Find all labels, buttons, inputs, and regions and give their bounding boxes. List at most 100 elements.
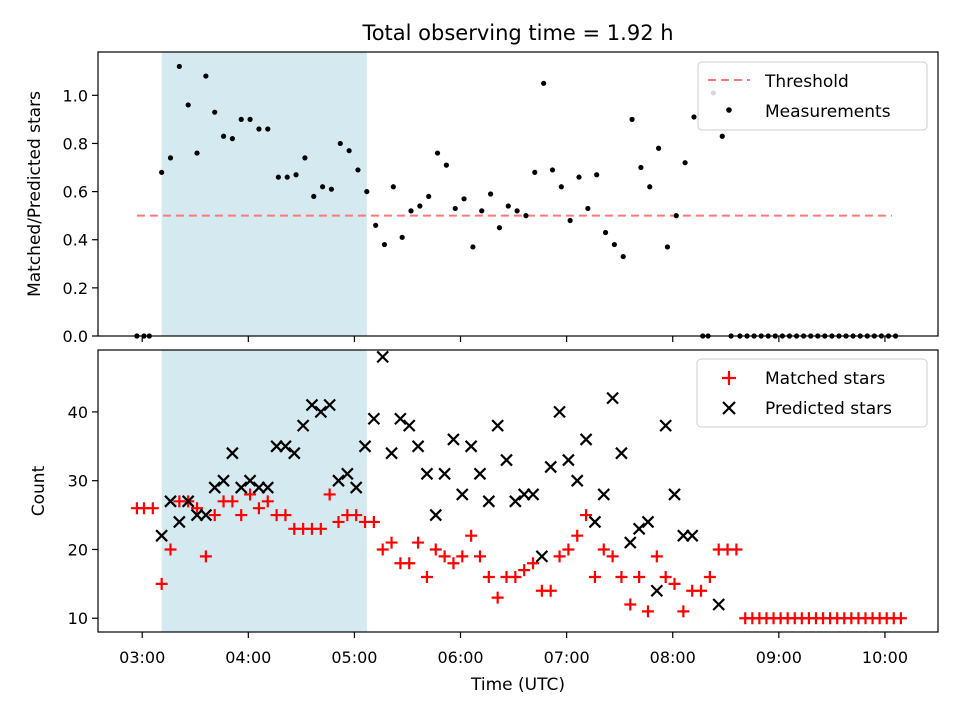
- matched-point: [633, 570, 646, 583]
- bottom-panel-x-axis: 03:00 04:00 05:00 06:00 07:00 08:00 09:00 10:00: [119, 632, 908, 667]
- bottom-legend-matched-swatch: [722, 371, 736, 385]
- predicted-point: [164, 495, 177, 508]
- measurement-point: [487, 191, 494, 197]
- measurement-point: [275, 174, 281, 180]
- top-panel-y-axis-label: Matched/Predicted stars: [25, 91, 45, 297]
- bottom-y-tick-label: 30: [68, 472, 88, 491]
- matched-point: [580, 509, 593, 522]
- matched-point: [314, 522, 327, 535]
- bottom-panel-y-axis-label: Count: [29, 465, 49, 516]
- measurement-point: [373, 222, 379, 228]
- top-y-tick-label: 0.4: [63, 231, 88, 250]
- predicted-point: [243, 474, 257, 487]
- measurement-point: [337, 140, 343, 147]
- predicted-point: [226, 446, 239, 460]
- predicted-point: [650, 584, 664, 598]
- measurement-point: [443, 162, 449, 168]
- measurement-point: [647, 184, 653, 190]
- predicted-point: [659, 419, 672, 432]
- matched-point: [527, 557, 540, 570]
- matched-point: [367, 515, 380, 528]
- bottom-panel-y-axis: 10 20 30 40: [68, 403, 98, 628]
- measurement-point: [229, 136, 235, 142]
- measurement-point: [185, 102, 191, 108]
- matched-point: [191, 502, 204, 515]
- matched-point: [226, 495, 239, 508]
- measurement-point: [638, 164, 644, 171]
- matched-point: [447, 557, 460, 570]
- predicted-point: [279, 440, 292, 453]
- predicted-point: [199, 508, 213, 522]
- measurement-point: [284, 174, 290, 180]
- predicted-point: [447, 433, 460, 446]
- measurement-point: [452, 205, 458, 212]
- measurement-point: [159, 169, 165, 175]
- top-legend-threshold-label: Threshold: [764, 72, 849, 92]
- predicted-point: [341, 467, 354, 481]
- predicted-point: [500, 453, 513, 467]
- predicted-point: [438, 467, 451, 481]
- predicted-point: [358, 440, 372, 453]
- matched-point: [624, 598, 637, 611]
- matched-point: [332, 515, 345, 528]
- predicted-point: [482, 495, 496, 508]
- measurement-point: [212, 109, 218, 115]
- measurement-point: [302, 155, 308, 161]
- top-panel-highlight-span: [161, 52, 367, 336]
- predicted-point: [491, 419, 504, 432]
- top-y-tick-label: 0.8: [63, 134, 88, 153]
- measurement-point: [319, 184, 326, 190]
- predicted-point: [314, 405, 328, 419]
- bottom-legend-matched-label: Matched stars: [765, 369, 885, 389]
- bottom-legend-box: [696, 358, 928, 428]
- measurement-point: [549, 167, 556, 173]
- x-tick-label: 06:00: [437, 648, 483, 667]
- measurement-point: [203, 73, 209, 79]
- measurement-point: [673, 213, 679, 219]
- measurement-point: [256, 126, 262, 132]
- top-y-tick-label: 0.0: [63, 327, 88, 346]
- measurement-point: [470, 244, 476, 250]
- x-tick-label: 08:00: [650, 648, 696, 667]
- predicted-point: [624, 536, 637, 549]
- matched-point: [323, 488, 336, 501]
- measurement-point: [417, 203, 423, 209]
- predicted-point: [296, 419, 310, 432]
- predicted-point: [597, 488, 611, 501]
- bottom-y-tick-label: 40: [68, 403, 88, 422]
- top-panel-x-ticks: [141, 336, 886, 342]
- predicted-point: [579, 433, 593, 446]
- measurement-point: [220, 133, 227, 139]
- measurement-point: [602, 229, 609, 236]
- measurement-point: [620, 253, 626, 260]
- matched-point: [465, 529, 478, 542]
- x-tick-label: 09:00: [756, 648, 802, 667]
- predicted-point: [685, 529, 699, 542]
- measurement-point: [311, 193, 317, 200]
- matched-point: [350, 509, 363, 522]
- predicted-point: [615, 446, 628, 460]
- measurement-point: [611, 241, 617, 248]
- matched-point: [641, 605, 654, 618]
- measurement-point: [682, 160, 688, 166]
- measurement-point: [176, 63, 182, 70]
- predicted-point: [668, 488, 681, 501]
- top-y-tick-label: 0.2: [63, 279, 88, 298]
- matched-point: [597, 543, 610, 556]
- matched-point: [544, 584, 557, 597]
- matched-point: [571, 529, 584, 542]
- matched-point: [615, 570, 628, 583]
- measurement-point: [532, 169, 538, 175]
- measurement-point: [381, 241, 388, 248]
- measurement-point: [541, 80, 547, 86]
- predicted-point: [553, 405, 566, 419]
- matched-point: [199, 550, 212, 563]
- matched-point: [208, 509, 221, 522]
- predicted-point: [420, 467, 434, 481]
- measurement-point: [328, 186, 335, 192]
- measurement-point: [426, 193, 432, 200]
- predicted-point: [411, 440, 425, 453]
- matched-point: [473, 550, 486, 563]
- top-legend-measurements-label: Measurements: [765, 102, 891, 122]
